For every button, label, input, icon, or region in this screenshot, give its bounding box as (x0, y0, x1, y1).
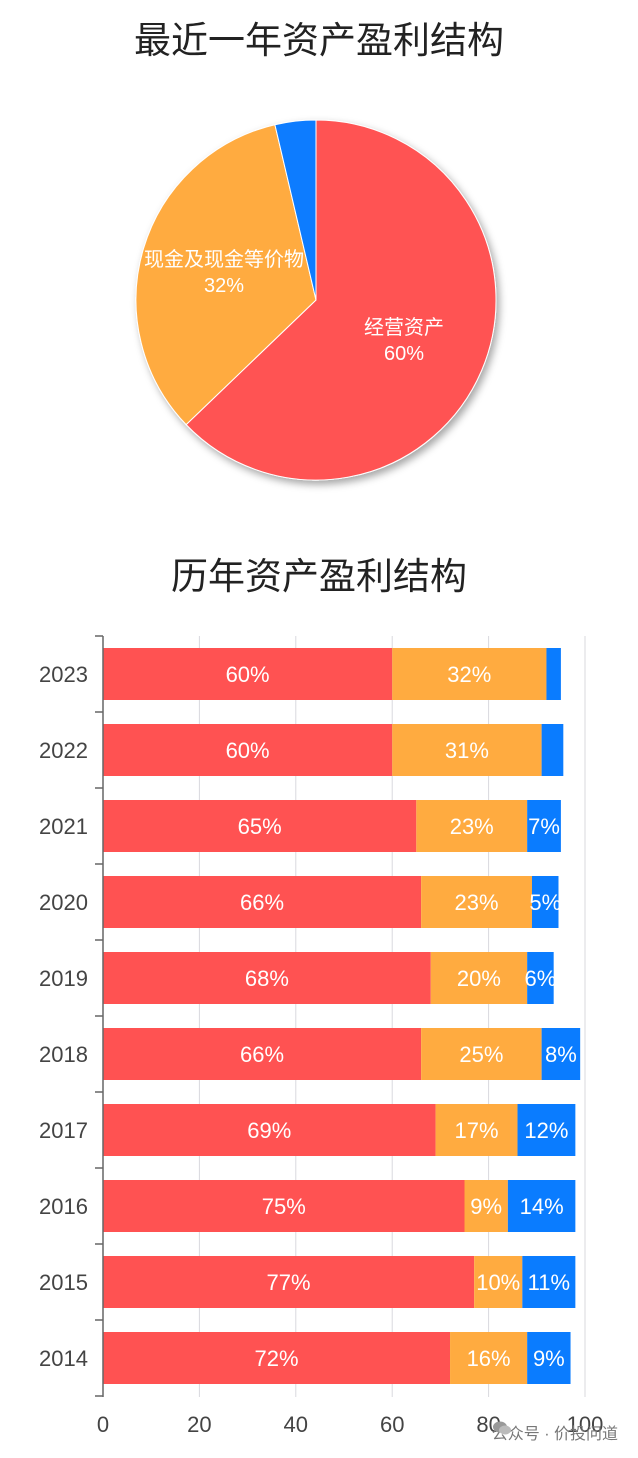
bar-data-label: 6% (525, 966, 557, 991)
y-tick-label: 2016 (39, 1194, 88, 1219)
bar-data-label: 9% (470, 1194, 502, 1219)
bar-data-label: 14% (520, 1194, 564, 1219)
pie-slice-label: 经营资产 (364, 315, 444, 339)
pie-slice (185, 119, 497, 481)
bar-data-label: 20% (457, 966, 501, 991)
y-tick-label: 2014 (39, 1346, 88, 1371)
watermark-text: 公众号 · 价投问道 (491, 1426, 618, 1443)
x-tick-label: 40 (284, 1412, 308, 1437)
bar-segment (517, 1104, 576, 1156)
bar-data-label: 23% (450, 814, 494, 839)
bar-data-label: 60% (226, 738, 270, 763)
bar-segment (435, 1104, 518, 1156)
bar-data-label: 77% (267, 1270, 311, 1295)
bar-segment (464, 1180, 508, 1232)
bar-segment (103, 1180, 465, 1232)
bar-data-label: 5% (529, 890, 561, 915)
wechat-icon (492, 1421, 511, 1435)
bar-data-label: 16% (467, 1346, 511, 1371)
bar-data-label: 69% (247, 1118, 291, 1143)
bar-segment (421, 876, 532, 928)
bar-segment (527, 952, 554, 1004)
bar-segment (103, 648, 393, 700)
bar-data-label: 65% (238, 814, 282, 839)
y-tick-label: 2022 (39, 738, 88, 763)
y-tick-label: 2018 (39, 1042, 88, 1067)
bar-chart-title: 历年资产盈利结构 (171, 555, 467, 598)
bar-segment (474, 1256, 523, 1308)
y-tick-label: 2021 (39, 814, 88, 839)
watermark: 公众号 · 价投问道 (492, 1420, 618, 1444)
x-tick-label: 0 (97, 1412, 109, 1437)
y-tick-label: 2015 (39, 1270, 88, 1295)
bar-segment (392, 648, 547, 700)
bar-data-label: 32% (447, 662, 491, 687)
bar-data-label: 10% (476, 1270, 520, 1295)
bar-segment (103, 952, 431, 1004)
bar-segment (103, 1256, 475, 1308)
bar-segment (527, 1332, 571, 1384)
bar-segment (522, 1256, 576, 1308)
pie-chart: 经营资产 60% 现金及现金等价物 32% (135, 119, 497, 481)
pie-slice (274, 119, 317, 301)
bar-data-label: 8% (545, 1042, 577, 1067)
bar-segment (421, 1028, 542, 1080)
bar-segment (450, 1332, 528, 1384)
bar-segment (541, 724, 564, 776)
bar-segment (507, 1180, 576, 1232)
y-tick-label: 2019 (39, 966, 88, 991)
bar-data-label: 25% (459, 1042, 503, 1067)
bar-data-label: 11% (528, 1270, 570, 1295)
bar-segment (430, 952, 528, 1004)
bar-segment (103, 724, 393, 776)
y-tick-label: 2017 (39, 1118, 88, 1143)
bar-data-label: 12% (524, 1118, 568, 1143)
pie-slice-value: 32% (204, 275, 244, 297)
y-tick-label: 2020 (39, 890, 88, 915)
bar-segment (392, 724, 542, 776)
bar-segment (103, 876, 422, 928)
bar-data-label: 66% (240, 1042, 284, 1067)
bar-data-label: 9% (533, 1346, 565, 1371)
bar-segment (531, 876, 559, 928)
bar-segment (541, 1028, 581, 1080)
bar-data-label: 72% (254, 1346, 298, 1371)
bar-data-label: 23% (455, 890, 499, 915)
bar-data-label: 68% (245, 966, 289, 991)
bar-segment (527, 800, 561, 852)
bar-data-label: 7% (528, 814, 560, 839)
bar-data-label: 75% (262, 1194, 306, 1219)
bar-segment (103, 1104, 436, 1156)
bar-segment (546, 648, 561, 700)
pie-slice-label: 现金及现金等价物 (144, 247, 304, 271)
pie-chart-title: 最近一年资产盈利结构 (134, 19, 504, 62)
x-tick-label: 20 (187, 1412, 211, 1437)
bar-data-label: 66% (240, 890, 284, 915)
pie-slice-value: 60% (384, 343, 424, 365)
y-tick-label: 2023 (39, 662, 88, 687)
bar-data-label: 17% (455, 1118, 499, 1143)
pie-slice (135, 124, 317, 426)
bar-data-label: 31% (445, 738, 489, 763)
bar-segment (103, 1028, 422, 1080)
bar-segment (103, 800, 417, 852)
bar-segment (416, 800, 528, 852)
bar-segment (103, 1332, 451, 1384)
x-tick-label: 60 (380, 1412, 404, 1437)
bar-data-label: 60% (226, 662, 270, 687)
x-tick-label: 100 (567, 1412, 604, 1437)
